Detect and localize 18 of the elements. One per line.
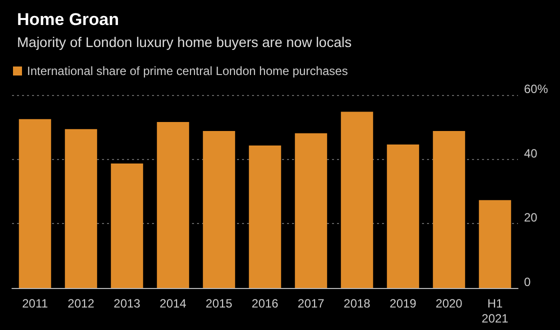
x-tick-label: 2015	[206, 296, 233, 310]
x-tick-label: 2012	[68, 296, 95, 310]
x-tick-label: 2020	[436, 296, 463, 310]
x-tick-label: 2016	[252, 296, 279, 310]
y-tick-label: 20	[524, 210, 538, 225]
x-tick-label: 2011	[22, 296, 48, 310]
y-tick-label: 0	[524, 275, 531, 289]
legend-label: International share of prime central London home purchases	[27, 64, 348, 78]
y-tick-label: 40	[524, 146, 538, 160]
x-tick-label: 2018	[344, 296, 371, 310]
chart-title: Home Groan	[17, 10, 120, 29]
x-tick-label: H1 2021	[482, 296, 509, 326]
y-tick-label: 60%	[524, 82, 548, 96]
x-tick-label: 2017	[298, 296, 325, 310]
x-tick-label: 2013	[114, 296, 141, 310]
chart-subtitle: Majority of London luxury home buyers are now locals	[17, 34, 352, 50]
x-tick-label: 2014	[160, 296, 187, 310]
x-tick-label: 2019	[390, 296, 417, 310]
